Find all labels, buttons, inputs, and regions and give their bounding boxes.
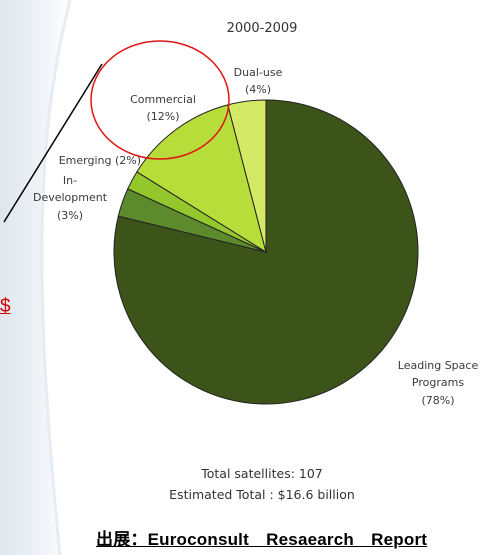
label-in-development-line2: Development xyxy=(33,191,108,204)
pie-slices xyxy=(113,99,419,405)
source-caption: 出展：Euroconsult Resaearch Report xyxy=(96,530,428,549)
pie-slice-dual-use xyxy=(227,99,267,253)
label-leading-line2: Programs xyxy=(412,376,464,389)
pie-slice-commercial xyxy=(136,104,267,254)
value-leading: (78%) xyxy=(421,394,454,407)
total-satellites: Total satellites: 107 xyxy=(200,466,323,481)
label-dual-use: Dual-use xyxy=(234,66,283,79)
value-dual-use: (4%) xyxy=(245,83,271,96)
label-in-development-line1: In- xyxy=(63,174,77,187)
side-dollar-mark: $ xyxy=(0,296,11,317)
label-commercial: Commercial xyxy=(130,93,196,106)
background-band-curve xyxy=(40,0,72,555)
chart-title: 2000-2009 xyxy=(227,21,298,36)
label-leading-line1: Leading Space xyxy=(398,359,479,372)
estimated-total: Estimated Total : $16.6 billion xyxy=(169,487,355,502)
value-commercial: (12%) xyxy=(146,110,179,123)
value-in-development: (3%) xyxy=(57,209,83,222)
annotation-line xyxy=(3,63,103,223)
annotation-circle xyxy=(90,40,230,160)
background-band xyxy=(0,0,70,555)
label-emerging: Emerging (2%) xyxy=(59,154,141,167)
